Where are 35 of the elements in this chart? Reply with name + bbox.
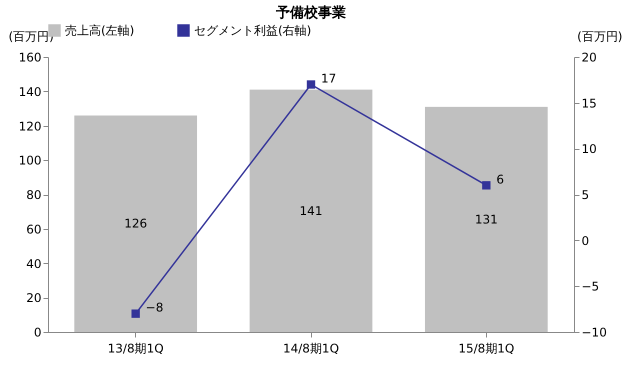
- legend-label: 売上高(左軸): [65, 24, 134, 38]
- data-label: −8: [146, 300, 164, 315]
- y2-tick-label: 5: [582, 188, 590, 202]
- y2-tick-label: 10: [582, 142, 597, 156]
- y2-tick-label: −10: [582, 326, 607, 340]
- data-label: 6: [496, 172, 504, 186]
- y-tick-label: 20: [26, 291, 42, 306]
- bar: [74, 115, 198, 332]
- data-label: 17: [321, 72, 336, 86]
- y2-axis-title: (百万円): [577, 30, 622, 44]
- y2-tick-label: 20: [582, 50, 597, 64]
- x-tick-label: 15/8期1Q: [458, 342, 514, 356]
- x-tick-label: 13/8期1Q: [108, 342, 164, 356]
- y2-tick-label: 15: [582, 96, 597, 110]
- y-tick-label: 140: [18, 84, 42, 99]
- y-tick-label: 60: [26, 222, 42, 236]
- y2-tick-label: −5: [582, 280, 600, 294]
- data-label: 131: [474, 212, 498, 226]
- point: [482, 181, 491, 190]
- bar: [424, 106, 548, 332]
- y-tick-label: 120: [18, 119, 42, 134]
- bar: [250, 90, 372, 332]
- chart-title: 予備校事業: [275, 5, 346, 21]
- y-tick-label: 160: [18, 50, 42, 64]
- data-label: 126: [124, 216, 148, 231]
- data-label: 141: [300, 204, 322, 218]
- point: [131, 309, 140, 318]
- y-tick-label: 40: [26, 256, 42, 271]
- point: [306, 80, 316, 89]
- legend-label: セグメント利益(右軸): [194, 24, 312, 38]
- y-tick-label: 80: [26, 188, 42, 202]
- x-tick-label: 14/8期1Q: [282, 342, 340, 356]
- y2-tick-label: 0: [582, 234, 590, 248]
- y-tick-label: 0: [34, 326, 42, 340]
- y-tick-label: 100: [18, 154, 42, 168]
